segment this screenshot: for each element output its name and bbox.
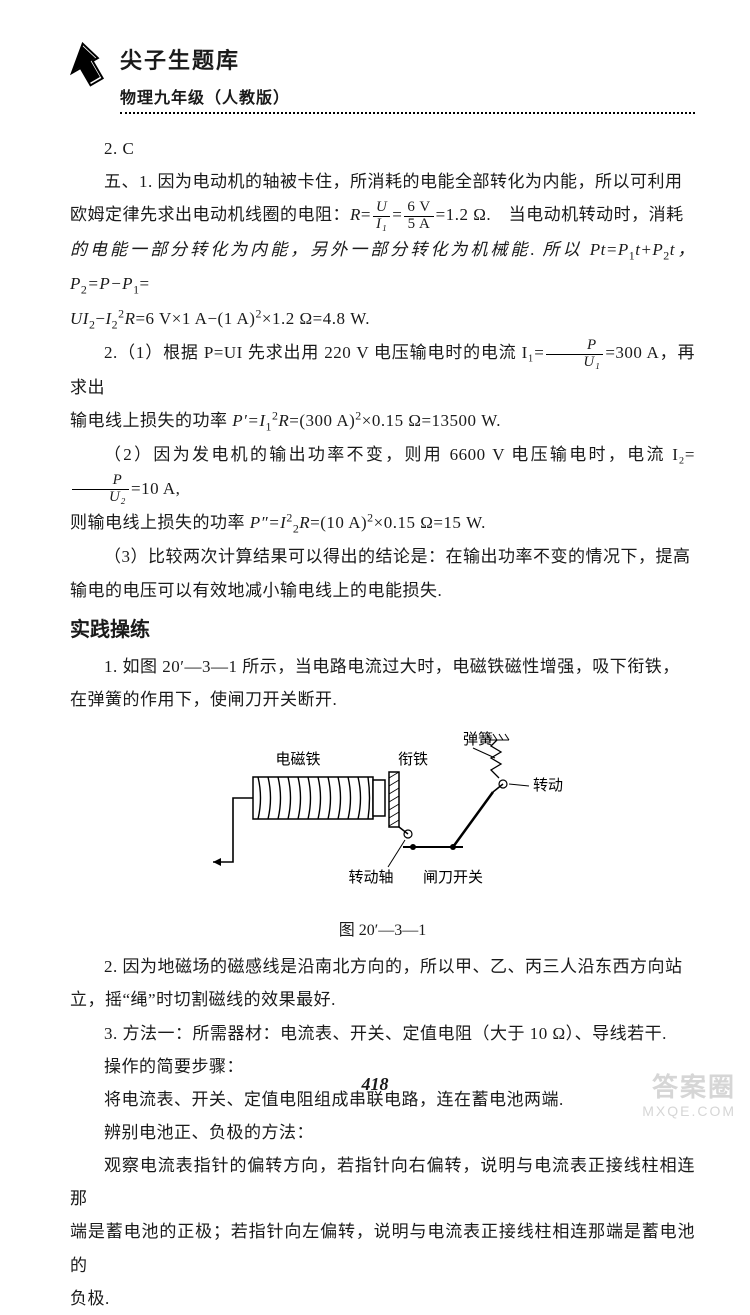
num: U bbox=[373, 200, 390, 217]
label-pivot-right: 转动轴 bbox=[533, 777, 563, 794]
watermark-url: MXQE.COM bbox=[642, 1103, 736, 1120]
title-block: 尖子生题库 物理九年级（人教版） bbox=[120, 40, 695, 114]
p5-1-line2: 欧姆定律先求出电动机线圈的电阻：R=UI₁=6 V5 A=1.2 Ω. 当电动机… bbox=[70, 198, 695, 232]
eq: = bbox=[392, 205, 402, 224]
num: 6 V bbox=[404, 200, 433, 217]
watermark-text: 答案圈 bbox=[642, 1072, 736, 1103]
s3-line4: 辨别电池正、负极的方法： bbox=[70, 1116, 695, 1149]
s3-line7: 负极. bbox=[70, 1282, 695, 1315]
book-title: 尖子生题库 bbox=[120, 40, 695, 83]
s2-line2: 立，摇“绳”时切割磁线的效果最好. bbox=[70, 983, 695, 1016]
circuit-diagram: 电磁铁 衔铁 弹簧 转动轴 转动轴 闸刀开关 bbox=[203, 722, 563, 902]
p2-2-line2: 则输电线上损失的功率 P″=I22R=(10 A)2×0.15 Ω=15 W. bbox=[70, 506, 695, 541]
label-switch: 闸刀开关 bbox=[422, 869, 482, 886]
eq: = bbox=[361, 205, 371, 224]
page-number: 418 bbox=[0, 1067, 750, 1102]
num: P bbox=[546, 338, 603, 355]
s1-line2: 在弹簧的作用下，使闸刀开关断开. bbox=[70, 683, 695, 716]
p5-1-line3: 的电能一部分转化为内能，另外一部分转化为机械能. 所以 Pt=P1t+P2t，P… bbox=[70, 233, 695, 302]
p2-1-line2: 输电线上损失的功率 P′=I12R=(300 A)2×0.15 Ω=13500 … bbox=[70, 404, 695, 439]
var-R: R bbox=[350, 205, 361, 224]
watermark: 答案圈 MXQE.COM bbox=[642, 1072, 736, 1120]
fraction: PU₁ bbox=[546, 338, 603, 370]
text: =10 A, bbox=[131, 479, 180, 498]
p2-2-line1: （2）因为发电机的输出功率不变，则用 6600 V 电压输电时，电流 I₂= PU… bbox=[70, 438, 695, 505]
fraction: 6 V5 A bbox=[404, 200, 433, 232]
section-practice: 实践操练 bbox=[70, 611, 695, 650]
label-spring: 弹簧 bbox=[462, 731, 492, 748]
label-arm: 衔铁 bbox=[397, 751, 427, 768]
text: （2）因为发电机的输出功率不变，则用 6600 V 电压输电时，电流 I₂= bbox=[104, 445, 695, 464]
p5-1-line4: UI2−I22R=6 V×1 A−(1 A)2×1.2 Ω=4.8 W. bbox=[70, 302, 695, 337]
p2-3-line1: （3）比较两次计算结果可以得出的结论是：在输出功率不变的情况下，提高 bbox=[70, 540, 695, 573]
p2-3-line2: 输电的电压可以有效地减小输电线上的电能损失. bbox=[70, 574, 695, 607]
p5-1-line1: 五、1. 因为电动机的轴被卡住，所消耗的电能全部转化为内能，所以可利用 bbox=[70, 165, 695, 198]
text: 2.（1）根据 P=UI 先求出用 220 V 电压输电时的电流 I₁= bbox=[104, 343, 544, 362]
s3-line1: 3. 方法一：所需器材：电流表、开关、定值电阻（大于 10 Ω）、导线若干. bbox=[70, 1017, 695, 1050]
den: 5 A bbox=[404, 217, 433, 233]
fraction: UI₁ bbox=[373, 200, 390, 232]
s3-line6: 端是蓄电池的正极；若指针向左偏转，说明与电流表正接线柱相连那端是蓄电池的 bbox=[70, 1215, 695, 1281]
arrow-icon bbox=[60, 42, 108, 90]
text: =1.2 Ω. 当电动机转动时，消耗 bbox=[436, 205, 684, 224]
label-coil: 电磁铁 bbox=[275, 751, 320, 768]
text: 欧姆定律先求出电动机线圈的电阻： bbox=[70, 205, 350, 224]
s1-line1: 1. 如图 20′—3—1 所示，当电路电流过大时，电磁铁磁性增强，吸下衔铁， bbox=[70, 650, 695, 683]
figure-caption: 图 20′—3—1 bbox=[70, 915, 695, 946]
s3-line5: 观察电流表指针的偏转方向，若指针向右偏转，说明与电流表正接线柱相连那 bbox=[70, 1149, 695, 1215]
den: U₂ bbox=[72, 490, 129, 506]
label-pivot-left: 转动轴 bbox=[348, 869, 393, 886]
p2-1-line1: 2.（1）根据 P=UI 先求出用 220 V 电压输电时的电流 I₁=PU₁=… bbox=[70, 336, 695, 403]
num: P bbox=[72, 473, 129, 490]
book-subtitle: 物理九年级（人教版） bbox=[120, 83, 695, 114]
page-header: 尖子生题库 物理九年级（人教版） bbox=[70, 40, 695, 114]
s2-line1: 2. 因为地磁场的磁感线是沿南北方向的，所以甲、乙、丙三人沿东西方向站 bbox=[70, 950, 695, 983]
den: U₁ bbox=[546, 355, 603, 371]
fraction: PU₂ bbox=[72, 473, 129, 505]
figure-20-3-1: 电磁铁 衔铁 弹簧 转动轴 转动轴 闸刀开关 bbox=[70, 722, 695, 913]
den: I₁ bbox=[373, 217, 390, 233]
answer-2c: 2. C bbox=[70, 132, 695, 165]
